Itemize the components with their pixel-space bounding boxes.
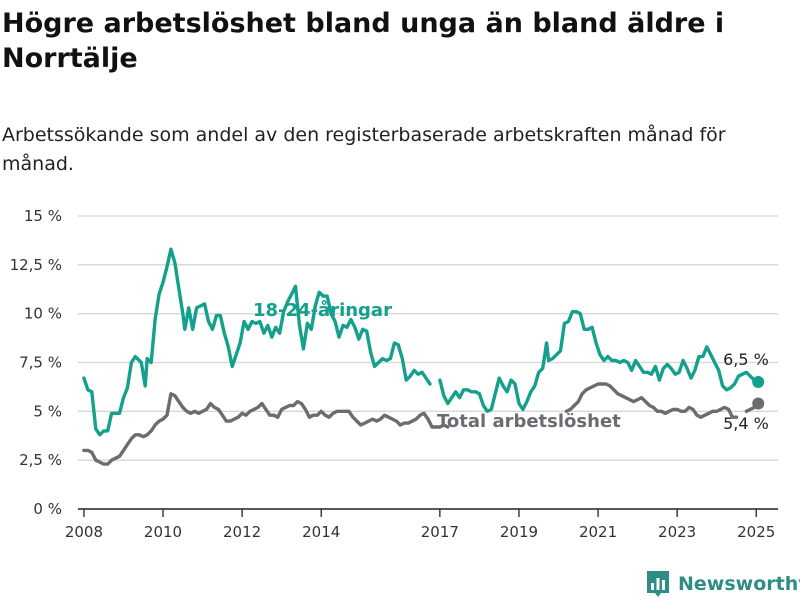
x-tick-label: 2023 — [658, 523, 696, 541]
series-total-line — [82, 392, 450, 466]
series-total-line — [564, 382, 739, 419]
brand-chart-icon — [647, 571, 669, 597]
x-tick-label: 2017 — [421, 523, 459, 541]
x-axis: 2008 2010 2012 2014 2017 2019 2021 2023 2025 — [65, 508, 778, 541]
y-tick-label: 15 % — [24, 207, 62, 225]
x-tick-label: 2012 — [223, 523, 261, 541]
series-end-point — [752, 397, 765, 410]
y-tick-label: 12,5 % — [10, 256, 62, 274]
gridlines — [78, 215, 778, 461]
x-tick-label: 2014 — [302, 523, 340, 541]
x-tick-label: 2021 — [579, 523, 617, 541]
chart-subtitle: Arbetssökande som andel av den registerb… — [2, 124, 726, 175]
chart-title: Högre arbetslöshet bland unga än bland ä… — [2, 8, 725, 74]
series-labels: 18-24-åringar Total arbetslöshet 6,5 % 5… — [253, 299, 769, 433]
newsworthy-logo: Newsworthy — [645, 569, 800, 599]
series-label-total: Total arbetslöshet — [437, 411, 621, 432]
y-axis-ticks: 0 % 2,5 % 5 % 7,5 % 10 % 12,5 % 15 % — [10, 207, 62, 518]
series-end-point — [752, 376, 765, 389]
y-tick-label: 5 % — [33, 402, 62, 420]
end-label-youth: 6,5 % — [723, 350, 769, 369]
end-label-total: 5,4 % — [723, 414, 769, 433]
series-lines — [82, 247, 765, 466]
x-tick-label: 2025 — [737, 523, 775, 541]
series-youth-line — [82, 247, 432, 437]
x-tick-label: 2010 — [144, 523, 182, 541]
y-tick-label: 10 % — [24, 305, 62, 323]
brand-name: Newsworthy — [678, 573, 800, 595]
series-label-youth: 18-24-åringar — [253, 299, 392, 321]
y-tick-label: 0 % — [33, 500, 62, 518]
y-tick-label: 7,5 % — [19, 354, 62, 372]
series-youth-line — [438, 310, 760, 413]
x-tick-label: 2019 — [500, 523, 538, 541]
y-tick-label: 2,5 % — [19, 451, 62, 469]
x-tick-label: 2008 — [65, 523, 103, 541]
